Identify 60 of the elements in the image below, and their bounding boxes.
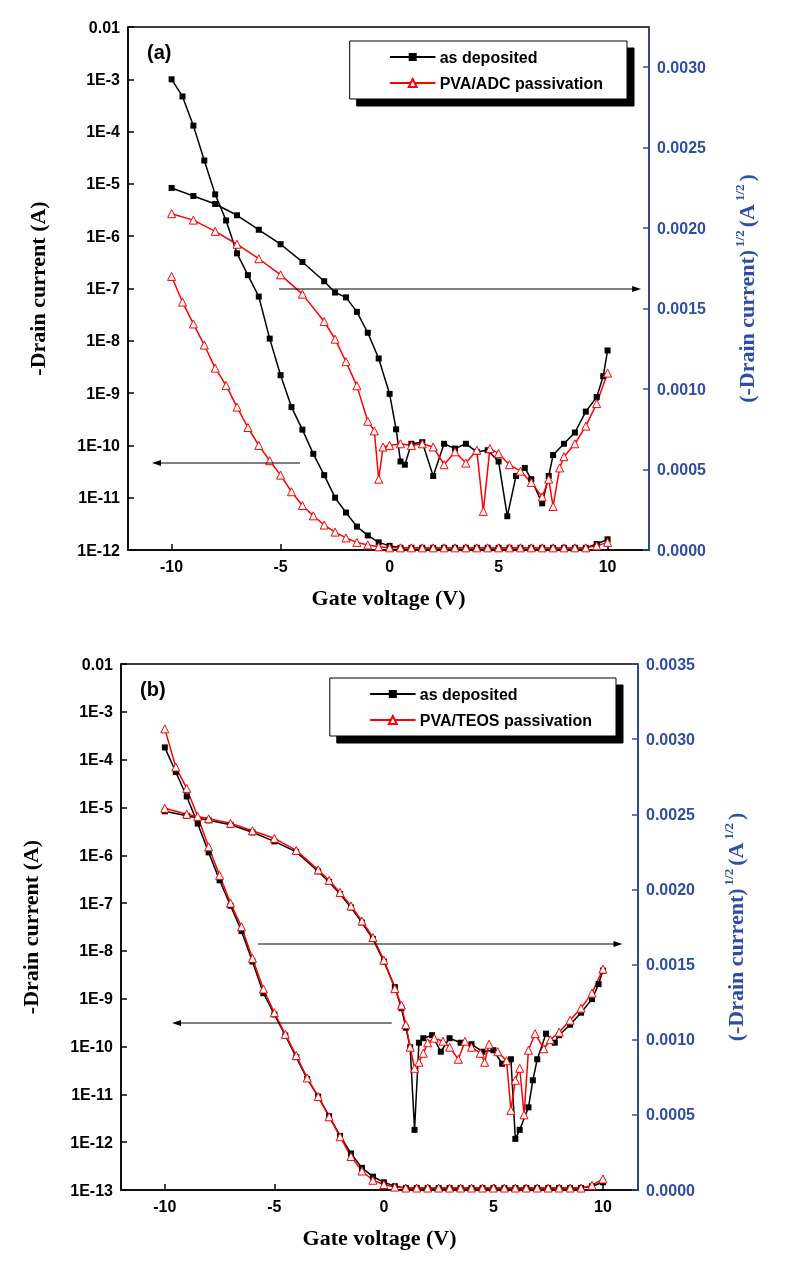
y-axis-title: -Drain current (A) xyxy=(24,201,50,376)
y-tick-label: 1E-3 xyxy=(86,70,121,88)
y-tick-label: 1E-4 xyxy=(79,751,114,769)
legend-label: as deposited xyxy=(419,685,518,703)
y2-tick-label: 0.0030 xyxy=(646,730,696,748)
y2-tick-label: 0.0030 xyxy=(657,58,707,76)
y-tick-label: 1E-4 xyxy=(86,123,121,141)
text: (b) xyxy=(140,678,166,700)
y-tick-label: 1E-6 xyxy=(79,846,114,864)
y2-axis-title: (-Drain current)1/2(A1/2) xyxy=(721,812,748,1042)
y-tick-label: 1E-7 xyxy=(79,894,114,912)
y-tick-label: 1E-9 xyxy=(86,384,121,402)
x-tick-label: 5 xyxy=(494,557,504,575)
x-tick-label: -5 xyxy=(267,1197,282,1215)
y-tick-label: 1E-3 xyxy=(79,703,114,721)
x-tick-label: -5 xyxy=(273,557,288,575)
y-tick-label: 1E-5 xyxy=(86,175,121,193)
y-axis-title: -Drain current (A) xyxy=(17,839,43,1015)
y-tick-label: 1E-5 xyxy=(79,798,114,816)
y-tick-label: 1E-12 xyxy=(77,541,121,559)
y2-tick-label: 0.0005 xyxy=(646,1106,696,1124)
y-tick-label: 1E-10 xyxy=(70,1038,114,1056)
y-tick-label: 1E-11 xyxy=(78,489,121,507)
x-tick-label: -10 xyxy=(160,557,184,575)
y-tick-label: 1E-12 xyxy=(70,1133,114,1151)
y2-tick-label: 0.0035 xyxy=(646,655,696,673)
y2-tick-label: 0.0015 xyxy=(657,300,707,318)
y2-tick-label: 0.0020 xyxy=(646,880,696,898)
y-tick-label: 1E-11 xyxy=(71,1085,114,1103)
x-tick-label: 5 xyxy=(488,1197,498,1215)
x-tick-label: 0 xyxy=(385,557,395,575)
y-tick-label: 1E-13 xyxy=(70,1181,114,1199)
y2-tick-label: 0.0010 xyxy=(657,380,707,398)
x-axis-title: Gate voltage (V) xyxy=(302,1224,457,1250)
y-tick-label: 1E-8 xyxy=(79,942,114,960)
legend-label: PVA/TEOS passivation xyxy=(419,711,593,729)
legend-label: as deposited xyxy=(439,48,538,66)
y2-axis-title: (-Drain current)1/2(A1/2) xyxy=(732,174,759,403)
y2-tick-label: 0.0000 xyxy=(657,541,707,559)
y-tick-label: 1E-8 xyxy=(86,332,121,350)
y-tick-label: 1E-6 xyxy=(86,227,121,245)
y2-tick-label: 0.0000 xyxy=(646,1181,696,1199)
x-tick-label: 10 xyxy=(598,557,617,575)
legend-label: PVA/ADC passivation xyxy=(439,74,603,92)
y-tick-label: 1E-7 xyxy=(86,280,121,297)
x-axis-title: Gate voltage (V) xyxy=(311,584,466,610)
y2-tick-label: 0.0025 xyxy=(657,139,707,157)
y2-tick-label: 0.0015 xyxy=(646,956,696,974)
x-tick-label: -10 xyxy=(153,1197,177,1215)
text: (a) xyxy=(147,41,172,63)
y-tick-label: 1E-10 xyxy=(77,436,121,454)
y2-tick-label: 0.0025 xyxy=(646,805,696,823)
y-tick-label: 0.01 xyxy=(81,655,114,673)
x-tick-label: 10 xyxy=(594,1197,612,1215)
y2-tick-label: 0.0020 xyxy=(657,219,707,237)
y-tick-label: 0.01 xyxy=(88,18,121,36)
x-tick-label: 0 xyxy=(379,1197,389,1215)
y2-tick-label: 0.0005 xyxy=(657,461,707,479)
y-tick-label: 1E-9 xyxy=(79,990,114,1008)
y2-tick-label: 0.0010 xyxy=(646,1031,696,1049)
